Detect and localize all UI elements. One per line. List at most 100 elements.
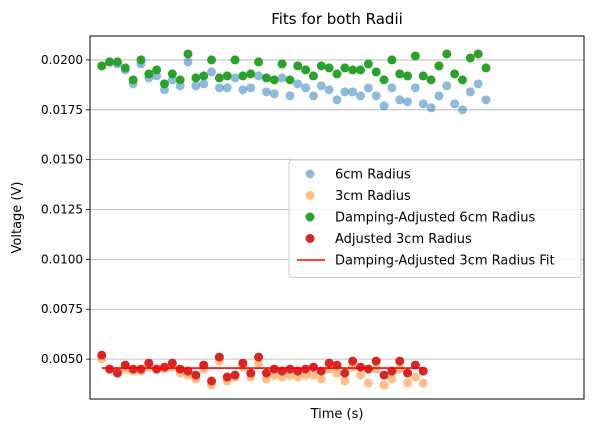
data-point (363, 364, 373, 374)
data-point (191, 370, 201, 380)
data-point (254, 352, 264, 362)
data-point (308, 362, 318, 372)
data-point (285, 91, 295, 101)
legend-marker-swatch (305, 234, 315, 243)
data-point (301, 83, 311, 93)
legend-marker-swatch (305, 169, 315, 179)
data-point (356, 362, 366, 372)
data-point (230, 55, 240, 65)
x-axis-title: Time (s) (310, 407, 364, 422)
data-point (481, 63, 491, 73)
data-point (379, 370, 389, 380)
data-point (442, 49, 452, 59)
data-point (230, 73, 240, 83)
data-point (348, 87, 358, 97)
data-point (167, 358, 177, 368)
data-point (418, 99, 428, 109)
data-point (457, 105, 467, 115)
data-point (403, 378, 413, 388)
data-point (371, 91, 381, 101)
legend-entry-label: Damping-Adjusted 6cm Radius (335, 211, 535, 226)
data-point (395, 356, 405, 366)
data-point (207, 376, 217, 386)
data-point (238, 85, 248, 95)
data-point (246, 69, 256, 79)
data-point (159, 362, 169, 372)
data-point (442, 81, 452, 91)
data-point (105, 57, 115, 67)
data-point (254, 71, 264, 81)
data-point (128, 75, 138, 85)
data-point (269, 364, 279, 374)
data-point (340, 63, 350, 73)
data-point (136, 55, 146, 65)
data-point (457, 75, 467, 85)
data-point (363, 378, 373, 388)
data-point (199, 71, 209, 81)
legend-box (288, 159, 582, 278)
data-point (403, 368, 413, 378)
data-point (207, 67, 217, 77)
data-point (246, 368, 256, 378)
data-point (332, 95, 342, 105)
y-tick-label: 0.0200 (41, 53, 83, 67)
data-point (324, 63, 334, 73)
data-point (293, 61, 303, 71)
data-point (379, 380, 389, 390)
data-point (285, 75, 295, 85)
data-point (348, 356, 358, 366)
data-point (238, 358, 248, 368)
data-point (324, 85, 334, 95)
legend: 6cm Radius 3cm Radius Damping-Adjusted 6cm… (288, 159, 582, 278)
data-point (426, 103, 436, 113)
data-point (214, 73, 224, 83)
data-point (261, 73, 271, 83)
data-point (222, 372, 232, 382)
data-point (473, 79, 483, 89)
data-point (348, 65, 358, 75)
data-point (379, 75, 389, 85)
data-point (191, 81, 201, 91)
data-point (465, 53, 475, 63)
data-point (308, 370, 318, 380)
data-point (191, 73, 201, 83)
data-point (450, 99, 460, 109)
data-point (285, 364, 295, 374)
data-point (332, 69, 342, 79)
legend-entry-label: 3cm Radius (335, 189, 411, 204)
data-point (222, 71, 232, 81)
y-tick-label: 0.0175 (41, 103, 83, 117)
data-point (183, 57, 193, 67)
data-point (316, 81, 326, 91)
data-point (152, 364, 162, 374)
data-point (434, 91, 444, 101)
data-point (481, 95, 491, 105)
data-point (340, 87, 350, 97)
data-point (332, 368, 342, 378)
data-point (112, 368, 122, 378)
data-point (199, 79, 209, 89)
data-point (308, 71, 318, 81)
data-point (175, 364, 185, 374)
data-point (136, 364, 146, 374)
chart-title: Fits for both Radii (271, 10, 403, 28)
data-point (214, 352, 224, 362)
data-point (387, 55, 397, 65)
data-point (277, 59, 287, 69)
data-point (293, 79, 303, 89)
legend-entry-label: Adjusted 3cm Radius (335, 232, 472, 247)
data-point (277, 73, 287, 83)
data-point (395, 95, 405, 105)
y-axis-ticks: 0.0050 0.0075 0.0100 0.0125 0.0150 0.0175 0.02… (41, 53, 90, 366)
y-tick-label: 0.0100 (41, 252, 83, 266)
data-point (410, 372, 420, 382)
data-point (230, 370, 240, 380)
data-point (465, 87, 475, 97)
y-tick-label: 0.0050 (41, 352, 83, 366)
data-point (379, 101, 389, 111)
data-point (371, 356, 381, 366)
data-point (340, 376, 350, 386)
data-point (316, 61, 326, 71)
data-point (356, 370, 366, 380)
